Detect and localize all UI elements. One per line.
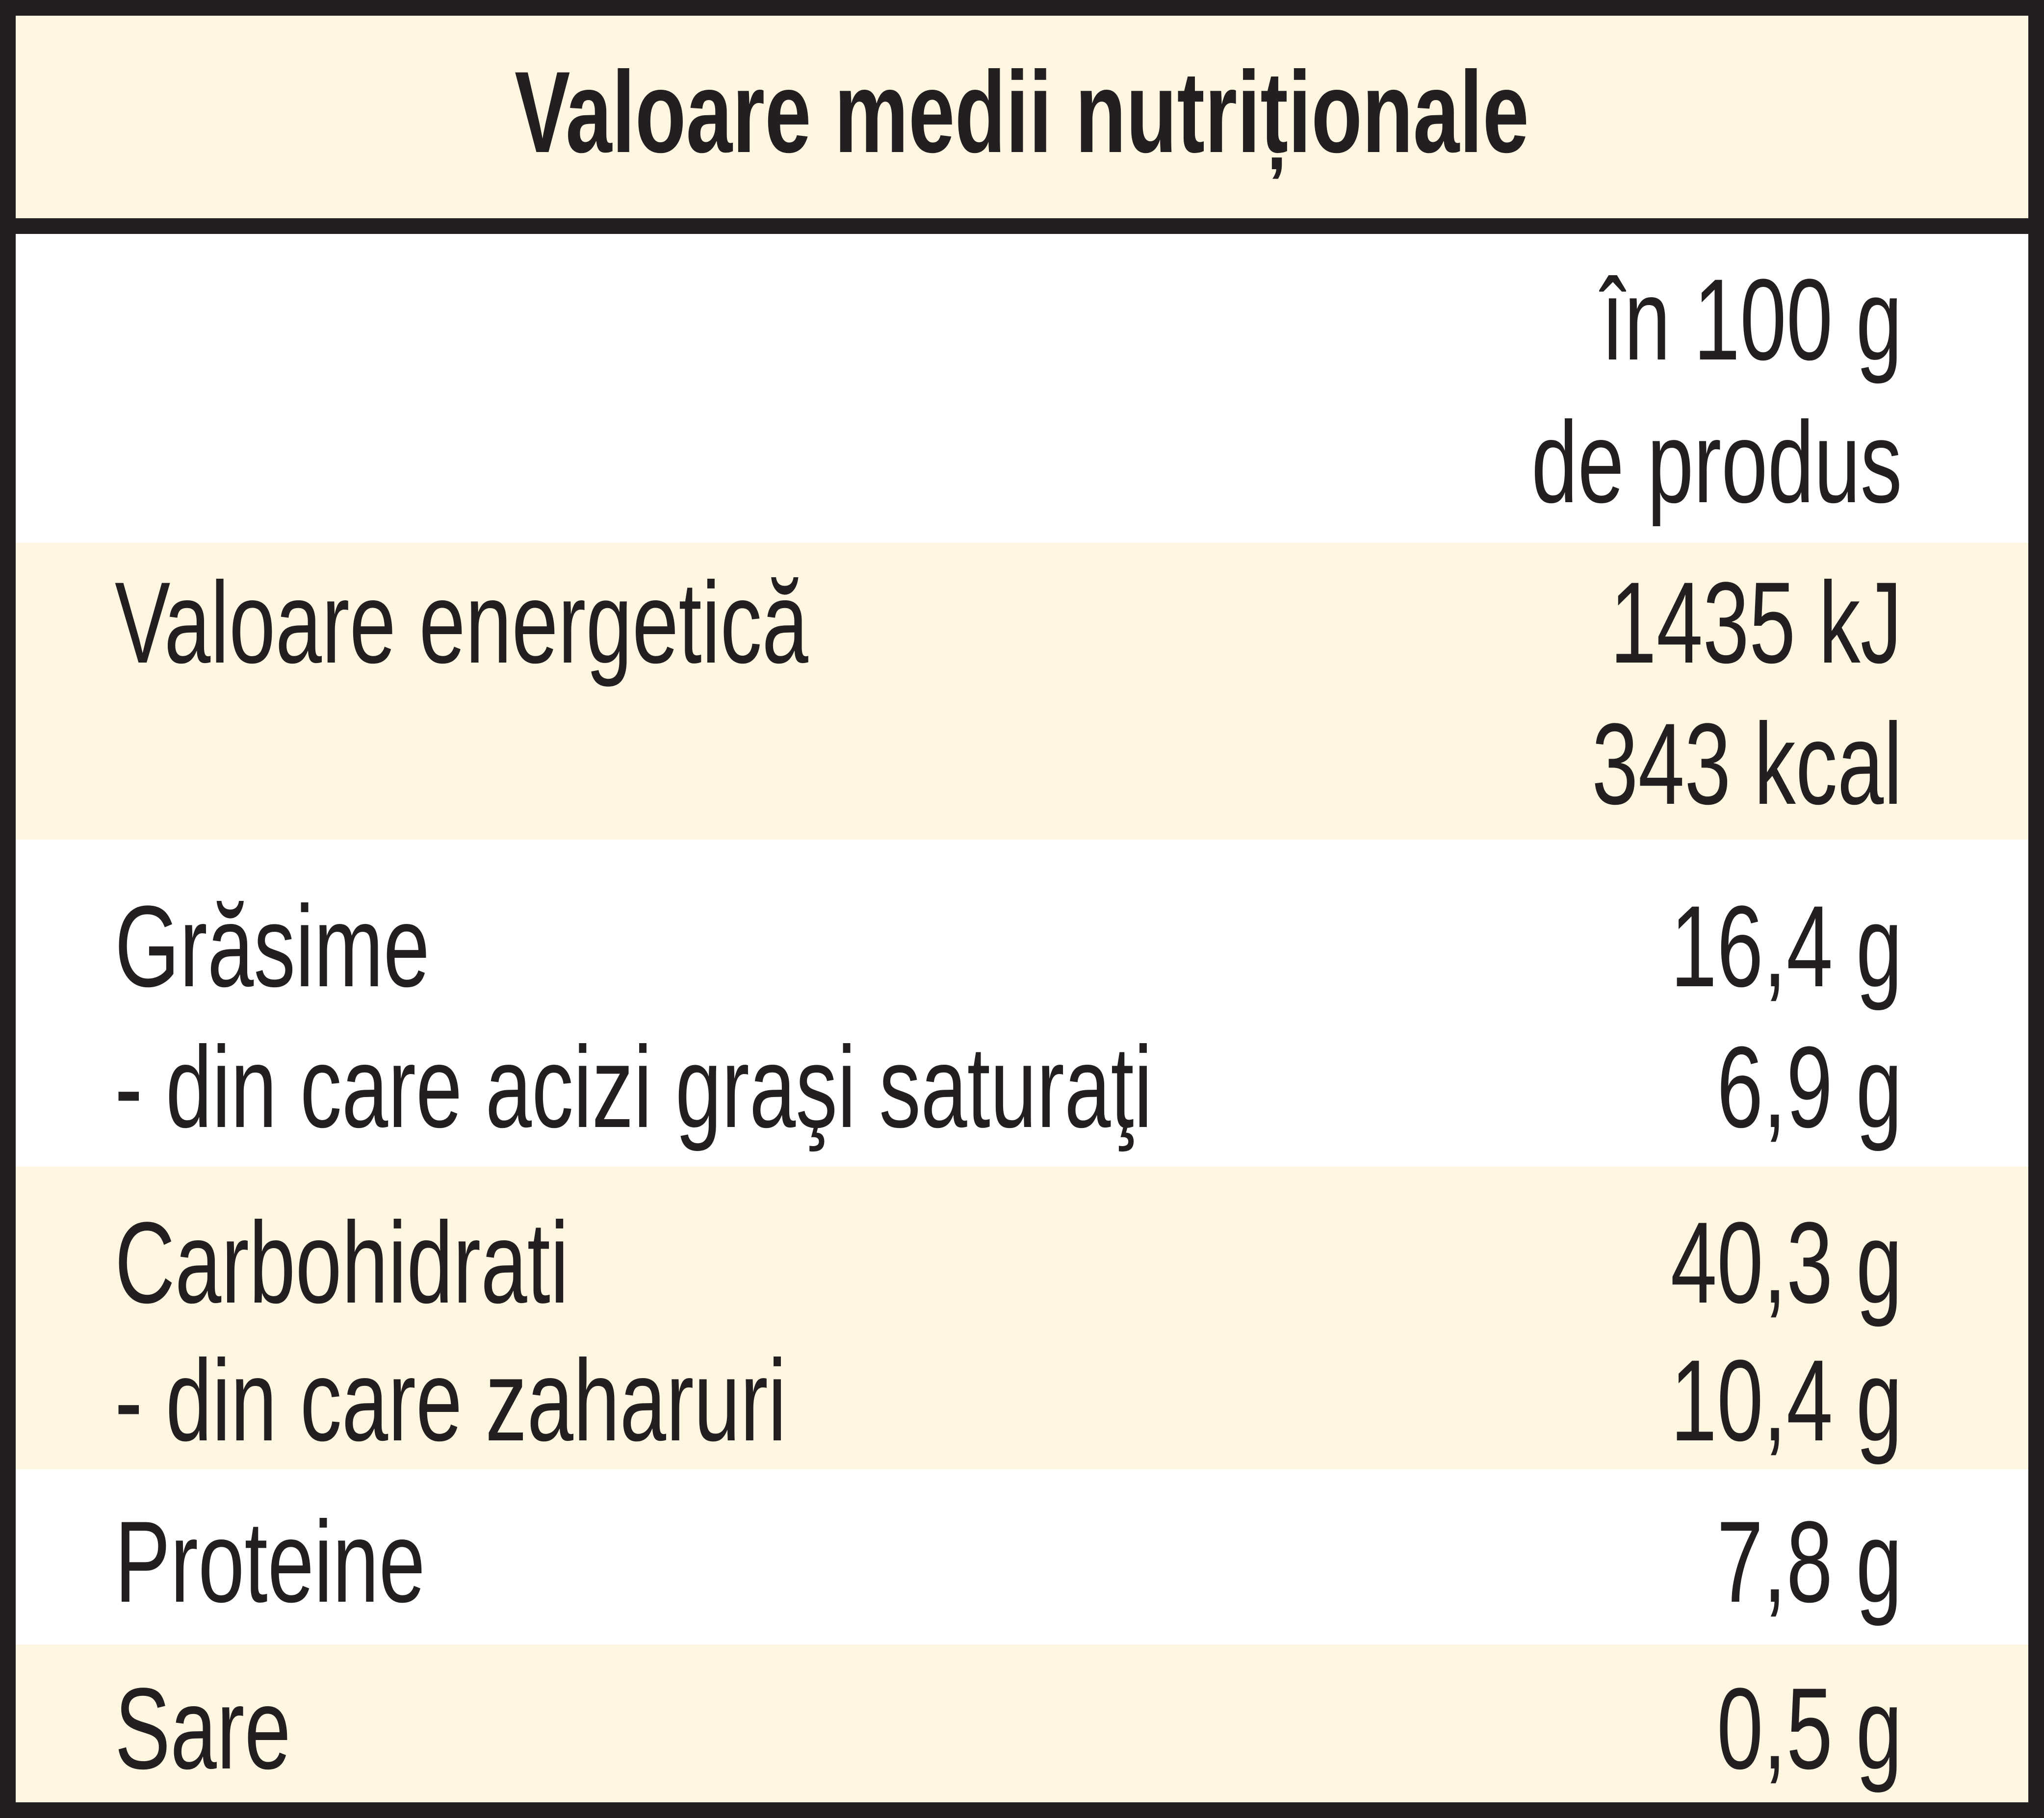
row-salt-band [16,1644,2028,1802]
row-fat-band [16,840,2028,1167]
row-fat-value: 16,4 g [1670,882,1902,1011]
row-carbs-band [16,1167,2028,1469]
row-protein-value: 7,8 g [1717,1497,1902,1627]
row-energy-band [16,543,2028,840]
row-carbs-label: Carbohidrati [115,1198,569,1328]
row-sugars-value: 10,4 g [1670,1336,1902,1465]
row-protein-band [16,1469,2028,1644]
column-header-line-2: de produs [1531,398,1902,527]
column-header-band [16,234,2028,543]
row-energy-value-kj: 1435 kJ [1610,558,1902,688]
row-carbs-value: 40,3 g [1670,1198,1902,1328]
row-saturated-value: 6,9 g [1717,1023,1902,1152]
row-salt-label: Sare [115,1664,291,1793]
row-protein-label: Proteine [115,1497,425,1627]
row-fat-label: Grăsime [115,882,430,1011]
column-header-line-1: în 100 g [1601,255,1902,384]
row-energy-label: Valoare energetică [115,558,808,688]
title-divider [16,218,2028,234]
row-salt-value: 0,5 g [1717,1664,1902,1793]
page-title: Valoare medii nutriționale [515,47,1529,177]
title-bar: Valoare medii nutriționale [16,16,2028,218]
row-saturated-label: - din care acizi graşi saturaţi [115,1023,1153,1152]
row-sugars-label: - din care zaharuri [115,1336,787,1465]
row-energy-value-kcal: 343 kcal [1592,699,1902,829]
